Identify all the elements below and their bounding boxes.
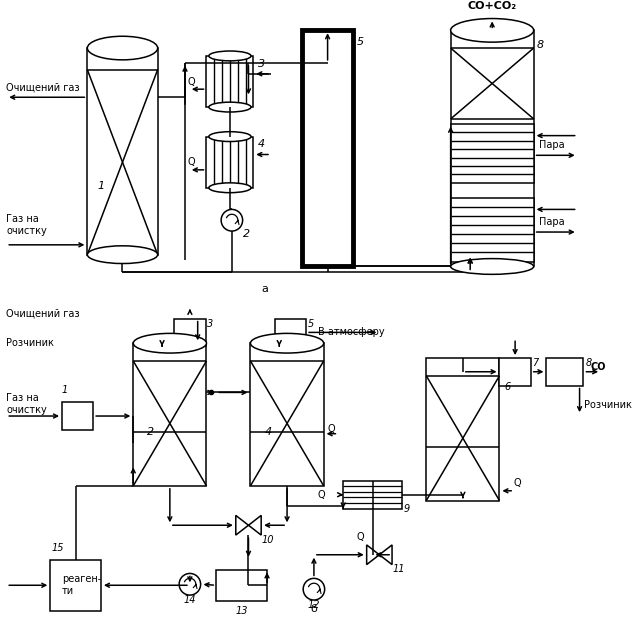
Bar xyxy=(547,358,583,386)
Polygon shape xyxy=(248,515,261,535)
Bar xyxy=(451,198,534,262)
Text: 14: 14 xyxy=(184,595,196,605)
Text: 13: 13 xyxy=(235,606,248,616)
Text: Q: Q xyxy=(318,490,325,500)
Text: В атмосферу: В атмосферу xyxy=(318,327,385,337)
Ellipse shape xyxy=(133,334,206,353)
Text: б: б xyxy=(311,604,318,614)
Text: Розчиник: Розчиник xyxy=(6,338,54,348)
Text: 8: 8 xyxy=(585,358,592,368)
Text: а: а xyxy=(262,284,269,294)
Polygon shape xyxy=(367,545,379,565)
Text: 2: 2 xyxy=(147,427,154,437)
Text: Q: Q xyxy=(328,424,335,434)
Ellipse shape xyxy=(451,19,534,42)
Bar xyxy=(451,124,534,183)
Text: 6: 6 xyxy=(504,382,511,393)
Text: Газ на
очистку: Газ на очистку xyxy=(6,214,47,236)
Bar xyxy=(206,56,253,107)
Text: 3: 3 xyxy=(207,319,213,329)
Text: 11: 11 xyxy=(393,563,405,573)
Ellipse shape xyxy=(209,183,251,193)
Circle shape xyxy=(221,210,242,231)
Bar xyxy=(50,560,101,611)
Text: Очищений газ: Очищений газ xyxy=(6,83,80,93)
Text: 9: 9 xyxy=(404,503,410,513)
Bar xyxy=(62,403,93,430)
Ellipse shape xyxy=(209,131,251,141)
Ellipse shape xyxy=(209,102,251,112)
Ellipse shape xyxy=(451,259,534,274)
Bar xyxy=(500,358,530,386)
Text: реаген-
ти: реаген- ти xyxy=(62,575,101,596)
Text: Q: Q xyxy=(187,76,195,86)
Text: 3: 3 xyxy=(258,59,265,69)
Bar xyxy=(174,319,206,346)
Text: 5: 5 xyxy=(358,37,365,47)
Ellipse shape xyxy=(209,51,251,61)
Bar xyxy=(216,570,267,601)
Ellipse shape xyxy=(250,334,323,353)
Bar xyxy=(250,343,323,486)
Text: 1: 1 xyxy=(98,181,105,191)
Bar xyxy=(426,358,500,501)
Bar xyxy=(133,343,206,486)
Text: Пара: Пара xyxy=(539,217,564,227)
Ellipse shape xyxy=(87,36,158,60)
Text: 15: 15 xyxy=(52,543,64,553)
Polygon shape xyxy=(236,515,248,535)
Bar xyxy=(451,30,534,267)
Bar xyxy=(302,30,353,267)
Bar xyxy=(87,48,158,255)
Text: CO+CO₂: CO+CO₂ xyxy=(467,1,517,11)
Text: 1: 1 xyxy=(62,386,68,396)
Text: 4: 4 xyxy=(258,140,265,150)
Text: Q: Q xyxy=(356,532,364,542)
Text: 5: 5 xyxy=(308,319,314,329)
Text: 4: 4 xyxy=(264,427,271,437)
Text: Q: Q xyxy=(513,478,521,488)
Text: 12: 12 xyxy=(307,600,320,610)
Circle shape xyxy=(303,578,325,600)
Text: Газ на
очистку: Газ на очистку xyxy=(6,393,47,415)
Text: Очищений газ: Очищений газ xyxy=(6,309,80,319)
Bar xyxy=(206,136,253,188)
Text: Q: Q xyxy=(187,157,195,167)
Text: 10: 10 xyxy=(262,535,275,545)
Text: Розчиник: Розчиник xyxy=(584,400,632,410)
Circle shape xyxy=(179,573,201,595)
Text: 2: 2 xyxy=(243,229,250,239)
Bar xyxy=(343,481,402,508)
Text: CO: CO xyxy=(590,362,606,372)
Text: Пара: Пара xyxy=(539,140,564,150)
Bar xyxy=(275,319,306,346)
Polygon shape xyxy=(379,545,392,565)
Text: 7: 7 xyxy=(532,358,539,368)
Ellipse shape xyxy=(87,246,158,264)
Text: 8: 8 xyxy=(537,40,544,50)
